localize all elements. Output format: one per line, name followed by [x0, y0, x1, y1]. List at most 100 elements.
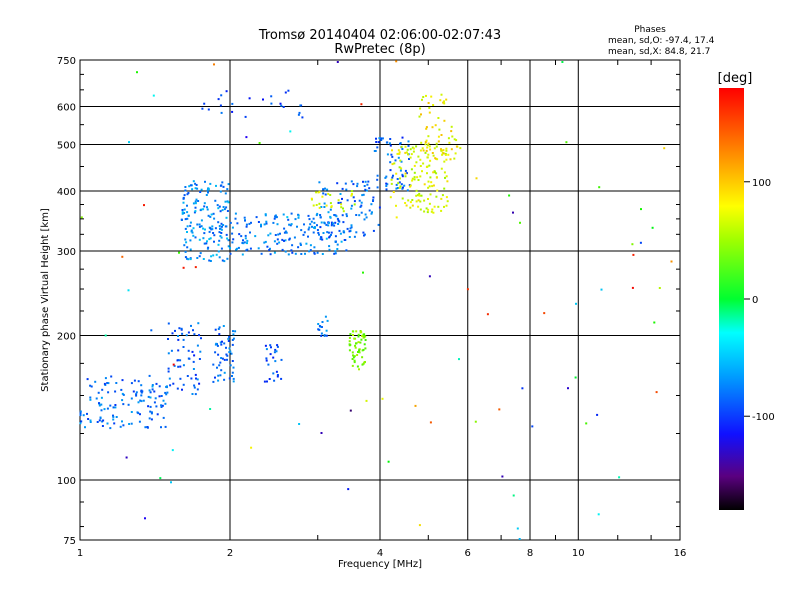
data-point [433, 170, 436, 173]
data-point [365, 216, 368, 219]
data-point [98, 404, 101, 407]
data-point [196, 388, 199, 391]
data-point [428, 164, 431, 167]
data-point [220, 369, 223, 372]
data-point [248, 97, 251, 100]
data-point [187, 357, 190, 360]
data-point [442, 149, 445, 152]
data-point [160, 395, 163, 397]
data-point [135, 394, 138, 397]
data-point [196, 378, 199, 381]
data-point [364, 213, 367, 216]
data-point [188, 185, 191, 188]
data-point [226, 237, 229, 240]
data-point [200, 225, 203, 228]
data-point [340, 206, 343, 209]
data-point [364, 347, 367, 350]
data-point [200, 219, 203, 222]
data-point [226, 358, 228, 361]
data-point [272, 372, 275, 375]
data-point [670, 260, 673, 263]
data-point [190, 377, 193, 380]
data-point [389, 144, 392, 147]
data-point [363, 218, 366, 221]
data-point [96, 421, 99, 423]
data-point [223, 378, 226, 381]
data-point [342, 221, 345, 224]
data-point [318, 206, 321, 209]
data-point [164, 391, 167, 394]
data-point [399, 177, 401, 180]
data-point [316, 224, 318, 227]
data-point [264, 344, 267, 347]
data-point [315, 214, 318, 217]
data-point [333, 224, 336, 227]
data-point [428, 106, 431, 109]
data-point [363, 333, 366, 336]
data-point [229, 221, 232, 224]
data-point [181, 212, 184, 215]
data-point [207, 214, 210, 217]
data-point [325, 204, 328, 207]
data-point [191, 350, 194, 353]
data-point [398, 152, 401, 155]
data-point [299, 104, 302, 107]
data-point [320, 236, 323, 239]
data-point [201, 107, 204, 110]
colorbar-tick-label: 100 [752, 178, 771, 189]
colorbar [719, 88, 744, 510]
data-point [224, 192, 227, 195]
data-point [206, 208, 209, 211]
data-point [112, 414, 114, 417]
data-point [313, 251, 316, 254]
colorbar-label: [deg] [718, 71, 753, 86]
data-point [215, 184, 217, 187]
data-point [372, 229, 375, 232]
data-point [112, 406, 115, 409]
data-point [348, 349, 351, 352]
data-point [219, 210, 222, 213]
data-point [339, 193, 342, 195]
data-point [345, 215, 348, 218]
data-point [223, 342, 226, 345]
data-point [265, 357, 268, 360]
data-point [156, 413, 159, 416]
data-point [240, 235, 243, 238]
data-point [401, 186, 404, 189]
data-point [322, 232, 325, 234]
data-point [364, 361, 366, 363]
data-point [445, 196, 448, 199]
data-point [197, 322, 200, 325]
data-point [424, 143, 427, 146]
data-point [234, 217, 237, 220]
data-point [317, 231, 320, 234]
data-point [353, 203, 356, 206]
data-point [187, 214, 190, 217]
data-point [143, 204, 145, 207]
data-point [353, 359, 356, 362]
data-point [425, 126, 428, 129]
data-point [345, 213, 348, 216]
data-point [309, 223, 312, 226]
data-point [203, 205, 206, 208]
data-point [419, 149, 422, 152]
data-point [349, 227, 352, 230]
data-point [206, 189, 209, 192]
data-point [321, 321, 324, 323]
data-point [167, 322, 170, 325]
data-point [269, 344, 272, 347]
data-point [658, 287, 661, 289]
data-point [222, 206, 225, 208]
data-point [150, 418, 153, 421]
data-point [304, 252, 306, 255]
data-point [276, 344, 279, 347]
data-point [140, 394, 143, 397]
data-point [404, 145, 407, 148]
data-point [426, 211, 429, 214]
data-point [231, 375, 233, 377]
data-point [115, 382, 118, 384]
data-point [219, 227, 221, 230]
data-point [390, 178, 393, 181]
data-point [202, 208, 205, 211]
data-point [110, 375, 113, 378]
